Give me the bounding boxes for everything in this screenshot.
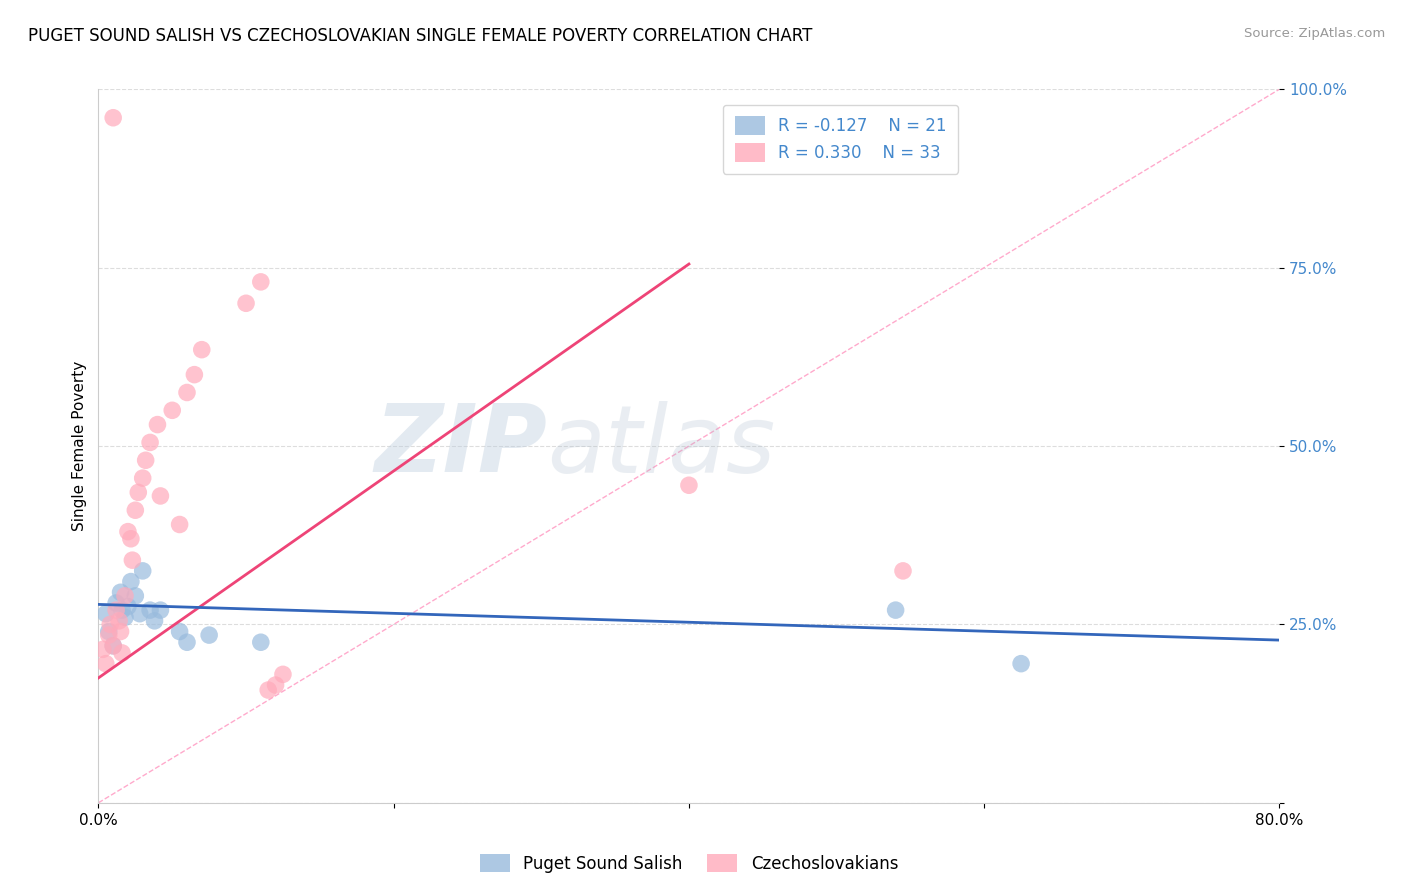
Point <box>103 111 125 125</box>
Legend: Puget Sound Salish, Czechoslovakians: Puget Sound Salish, Czechoslovakians <box>472 847 905 880</box>
Text: atlas: atlas <box>547 401 776 491</box>
Point <box>105 603 128 617</box>
Point <box>120 574 142 589</box>
Point <box>235 296 257 310</box>
Point <box>98 617 121 632</box>
Point <box>132 564 155 578</box>
Point <box>124 589 146 603</box>
Point <box>176 385 198 400</box>
Point <box>124 503 146 517</box>
Point <box>183 368 205 382</box>
Point <box>94 607 117 621</box>
Point <box>121 553 143 567</box>
Point <box>198 628 221 642</box>
Point <box>117 524 139 539</box>
Point <box>91 642 114 657</box>
Point <box>139 435 162 450</box>
Point <box>94 657 117 671</box>
Point <box>103 639 125 653</box>
Point <box>135 453 157 467</box>
Point <box>176 635 198 649</box>
Point <box>884 603 907 617</box>
Text: ZIP: ZIP <box>374 400 547 492</box>
Point <box>111 646 134 660</box>
Point <box>139 603 162 617</box>
Point <box>257 683 280 698</box>
Y-axis label: Single Female Poverty: Single Female Poverty <box>72 361 87 531</box>
Point <box>120 532 142 546</box>
Point <box>271 667 294 681</box>
Point <box>149 603 172 617</box>
Point <box>169 517 191 532</box>
Point <box>678 478 700 492</box>
Point <box>114 610 136 624</box>
Point <box>169 624 191 639</box>
Point <box>110 585 132 599</box>
Point <box>103 639 125 653</box>
Point <box>97 624 120 639</box>
Point <box>110 624 132 639</box>
Point <box>108 614 131 628</box>
Point <box>162 403 183 417</box>
Point <box>250 635 273 649</box>
Point <box>143 614 166 628</box>
Point <box>250 275 273 289</box>
Point <box>97 628 120 642</box>
Point <box>264 678 287 692</box>
Text: PUGET SOUND SALISH VS CZECHOSLOVAKIAN SINGLE FEMALE POVERTY CORRELATION CHART: PUGET SOUND SALISH VS CZECHOSLOVAKIAN SI… <box>28 27 813 45</box>
Point <box>114 589 136 603</box>
Point <box>111 603 134 617</box>
Point <box>149 489 172 503</box>
Point <box>891 564 914 578</box>
Text: Source: ZipAtlas.com: Source: ZipAtlas.com <box>1244 27 1385 40</box>
Point <box>191 343 214 357</box>
Point <box>105 596 128 610</box>
Point <box>127 485 149 500</box>
Point <box>146 417 169 432</box>
Point <box>117 599 139 614</box>
Point <box>132 471 155 485</box>
Point <box>1010 657 1032 671</box>
Legend: R = -0.127    N = 21, R = 0.330    N = 33: R = -0.127 N = 21, R = 0.330 N = 33 <box>723 104 957 174</box>
Point <box>128 607 150 621</box>
